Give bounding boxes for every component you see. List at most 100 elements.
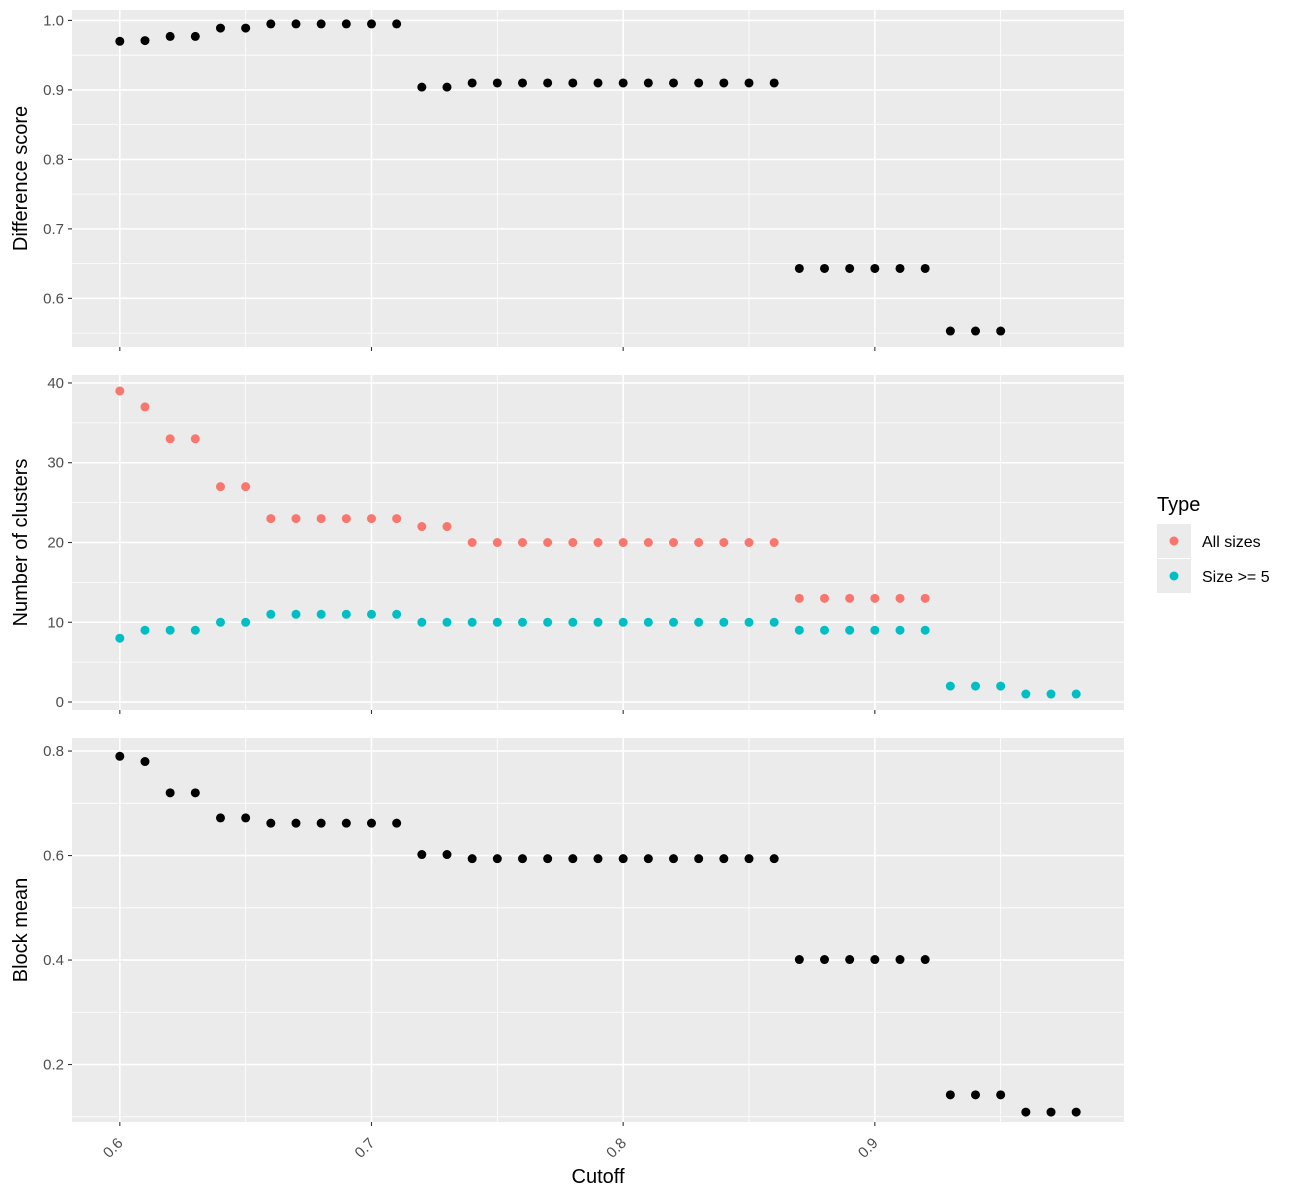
point-size-5 [643, 617, 653, 627]
point-size-5 [769, 617, 779, 627]
point-value [769, 78, 779, 88]
point-value [241, 23, 251, 33]
point-size-5 [920, 625, 930, 635]
point-value [165, 31, 175, 41]
y-axis-title-difference-score: Difference score [10, 106, 32, 251]
point-size-5 [316, 609, 326, 619]
point-value [442, 82, 452, 92]
point-all-sizes [266, 514, 276, 524]
point-value [291, 19, 301, 29]
point-value [392, 818, 402, 828]
point-value [744, 854, 754, 864]
point-value [971, 1090, 981, 1100]
point-value [341, 818, 351, 828]
point-size-5 [467, 617, 477, 627]
point-value [517, 78, 527, 88]
point-value [568, 854, 578, 864]
point-size-5 [543, 617, 553, 627]
point-all-sizes [467, 538, 477, 547]
y-tick-label: 0 [56, 694, 64, 711]
point-value [643, 854, 653, 864]
point-value [543, 78, 553, 88]
point-value [643, 78, 653, 88]
point-value [945, 1090, 955, 1100]
point-size-5 [1071, 689, 1081, 699]
point-value [492, 78, 502, 88]
point-size-5 [845, 625, 855, 635]
point-all-sizes [643, 538, 653, 547]
point-size-5 [241, 617, 251, 627]
point-value [215, 23, 225, 33]
point-value [115, 751, 125, 761]
point-value [417, 850, 427, 860]
point-all-sizes [820, 593, 830, 603]
point-size-5 [744, 617, 754, 627]
point-value [190, 788, 200, 798]
x-tick-label-0-7: 0.7 [352, 1135, 379, 1162]
point-all-sizes [543, 538, 553, 547]
x-axis: 0.6 0.7 0.8 0.9 [100, 1135, 882, 1162]
point-value [215, 813, 225, 823]
point-value [266, 818, 276, 828]
point-size-5 [517, 617, 527, 627]
point-all-sizes [215, 482, 225, 492]
point-size-5 [392, 609, 402, 619]
point-value [845, 955, 855, 965]
point-value [769, 854, 779, 864]
point-value [492, 854, 502, 864]
point-value [794, 263, 804, 273]
point-size-5 [719, 617, 729, 627]
legend-key-size-ge-5 [1169, 571, 1179, 581]
point-value [996, 326, 1006, 336]
point-value [467, 854, 477, 864]
y-tick-label: 20 [47, 535, 64, 552]
y-tick-label: 0.6 [43, 848, 64, 865]
point-value [694, 854, 704, 864]
point-size-5 [215, 617, 225, 627]
panel-block-mean: 0.2 0.4 0.6 0.8 Block mean [10, 738, 1124, 1126]
point-all-sizes [669, 538, 679, 547]
y-tick-label: 10 [47, 614, 64, 631]
point-all-sizes [341, 514, 351, 524]
x-tick-label-0-9: 0.9 [855, 1135, 882, 1162]
point-size-5 [971, 681, 981, 691]
point-size-5 [266, 609, 276, 619]
y-tick-label: 0.9 [43, 82, 64, 99]
point-value [366, 818, 376, 828]
point-value [945, 326, 955, 336]
point-size-5 [568, 617, 578, 627]
point-value [920, 263, 930, 273]
point-value [618, 854, 628, 864]
legend-key-all-sizes [1169, 536, 1179, 546]
point-all-sizes [115, 386, 125, 396]
point-value [694, 78, 704, 88]
point-value [593, 854, 603, 864]
y-tick-label: 40 [47, 375, 64, 392]
point-size-5 [442, 617, 452, 627]
point-value [895, 263, 905, 273]
point-all-sizes [417, 522, 427, 532]
point-value [820, 955, 830, 965]
point-all-sizes [845, 593, 855, 603]
point-value [669, 78, 679, 88]
point-value [1071, 1107, 1081, 1117]
point-size-5 [996, 681, 1006, 691]
point-value [140, 757, 150, 767]
point-value [543, 854, 553, 864]
point-value [392, 19, 402, 29]
point-size-5 [190, 625, 200, 635]
point-all-sizes [241, 482, 251, 492]
point-all-sizes [366, 514, 376, 524]
y-tick-label: 1.0 [43, 12, 64, 29]
legend: Type All sizes Size >= 5 [1157, 494, 1270, 593]
point-value [517, 854, 527, 864]
point-all-sizes [165, 434, 175, 444]
point-size-5 [694, 617, 704, 627]
point-value [241, 813, 251, 823]
point-value [115, 36, 125, 46]
point-all-sizes [140, 402, 150, 412]
x-axis-title: Cutoff [572, 1166, 625, 1188]
point-value [291, 818, 301, 828]
legend-label-size-ge-5: Size >= 5 [1202, 569, 1270, 586]
